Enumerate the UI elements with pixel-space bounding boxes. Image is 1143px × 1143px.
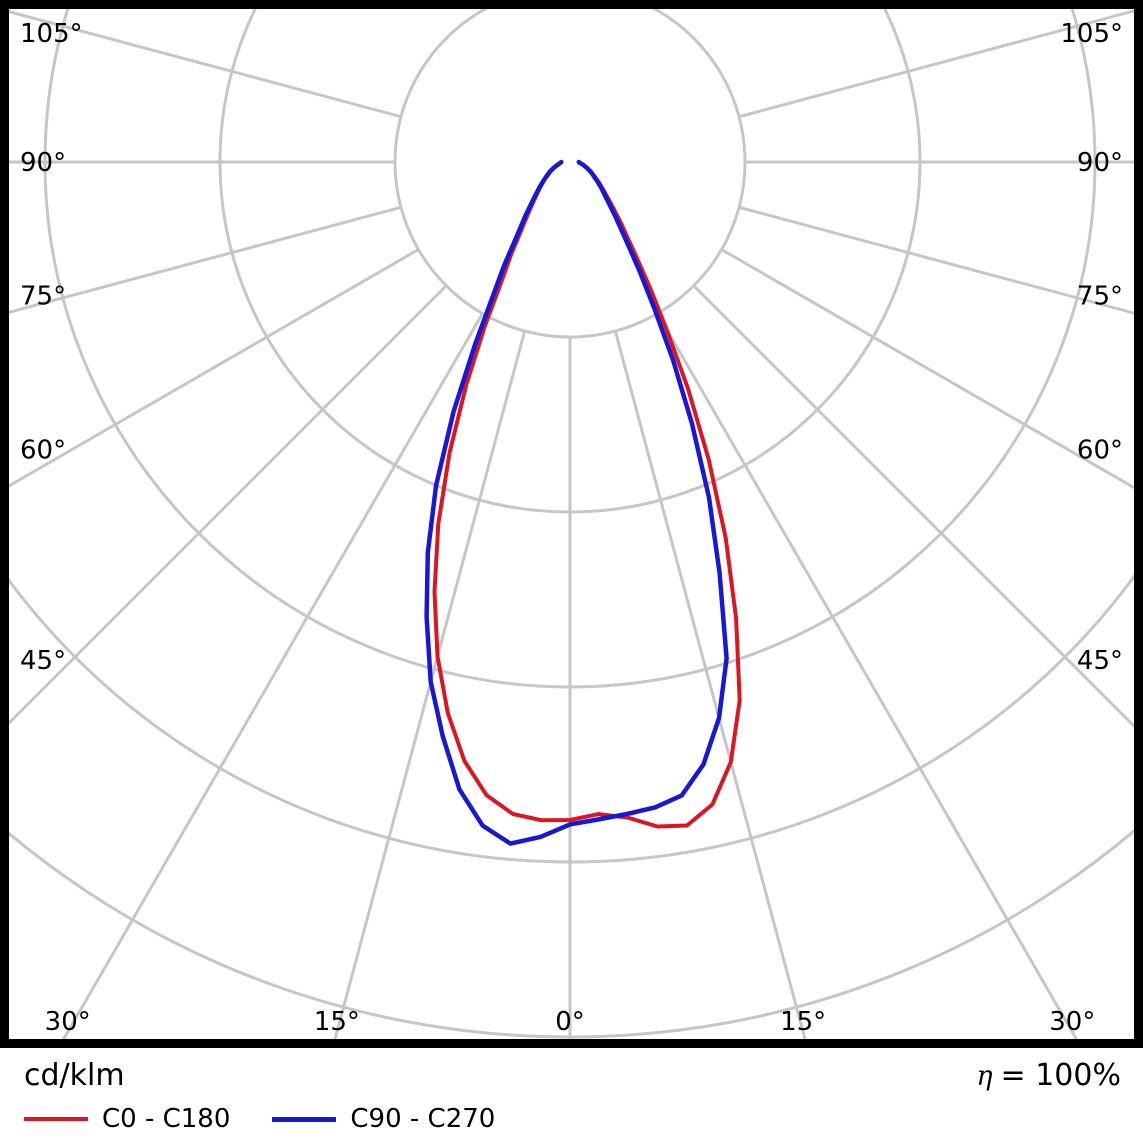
efficiency-label: η = 100% [976, 1058, 1121, 1093]
grid-ray [656, 312, 1079, 1039]
intensity-curves [424, 159, 742, 846]
angle-label: 30° [1049, 1007, 1095, 1037]
grid-ray [9, 205, 402, 314]
angle-label: 105° [20, 19, 83, 49]
legend-item-c90-c270: C90 - C270 [272, 1104, 495, 1134]
curve-c90-c270 [424, 159, 729, 846]
grid-ray [720, 248, 1134, 490]
angle-label: 75° [20, 281, 66, 311]
angle-label: 60° [1077, 436, 1123, 466]
grid-ray [9, 248, 420, 488]
angle-label: 90° [1077, 148, 1123, 178]
angle-label: 0° [555, 1007, 585, 1037]
angle-label: 75° [1077, 281, 1123, 311]
grid-ray [333, 330, 527, 1039]
c90-c270-line-swatch [272, 1116, 337, 1122]
legend: C0 - C180 C90 - C270 [24, 1104, 495, 1134]
legend-label-c0-c180: C0 - C180 [102, 1104, 231, 1134]
angle-label: 15° [780, 1007, 826, 1037]
grid-ray [692, 284, 1134, 729]
grid-ray [613, 330, 807, 1039]
legend-label-c90-c270: C90 - C270 [350, 1104, 496, 1134]
eta-value: = 100% [1000, 1058, 1121, 1093]
grid-ray [9, 284, 448, 726]
eta-symbol: η [976, 1061, 993, 1092]
angle-label: 15° [314, 1007, 360, 1037]
angle-label: 105° [1060, 19, 1123, 49]
grid-ray [61, 312, 484, 1039]
angle-label: 45° [1077, 646, 1123, 676]
chart-footer: cd/klm η = 100% C0 - C180 C90 - C270 [0, 1048, 1143, 1143]
grid-ray [738, 9, 1134, 119]
angle-labels: 105° 90° 75° 60° 45° 105° 90° 75° 60° 45° 30° 15° 0°… [20, 19, 1123, 1037]
polar-chart: 105° 90° 75° 60° 45° 105° 90° 75° 60° 45° 30° 15° 0°… [0, 0, 1143, 1048]
angle-label: 30° [45, 1007, 91, 1037]
grid-ring [393, 9, 747, 339]
c0-c180-line-swatch [24, 1117, 88, 1121]
units-label: cd/klm [24, 1058, 125, 1093]
plot-border [0, 0, 1143, 1048]
grid-ray [9, 10, 402, 119]
angle-label: 45° [20, 646, 66, 676]
polar-grid-rays [9, 9, 1134, 1039]
polar-plot-frame: 105° 90° 75° 60° 45° 105° 90° 75° 60° 45° 30° 15° 0°… [0, 0, 1143, 1048]
angle-label: 90° [20, 148, 66, 178]
grid-ray [738, 205, 1134, 315]
angle-label: 60° [20, 436, 66, 466]
legend-item-c0-c180: C0 - C180 [24, 1104, 230, 1134]
